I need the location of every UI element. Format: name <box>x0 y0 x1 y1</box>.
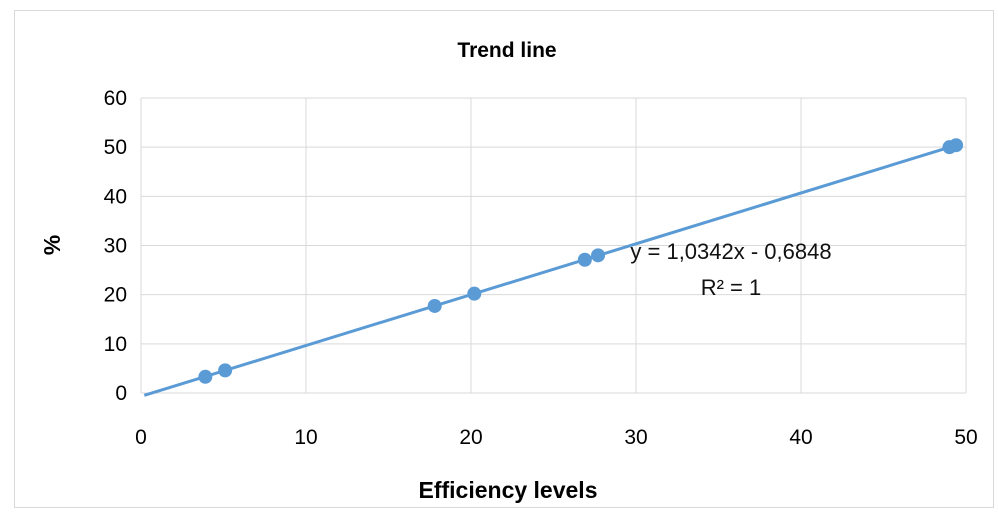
x-tick-label: 20 <box>459 426 482 449</box>
x-axis-title: Efficiency levels <box>419 477 598 503</box>
y-tick-label: 0 <box>115 382 127 405</box>
x-tick-label: 0 <box>135 426 147 449</box>
x-tick-label: 30 <box>624 426 647 449</box>
trendline-segment <box>143 142 960 397</box>
data-point <box>949 138 964 153</box>
data-point <box>198 369 213 384</box>
x-tick-label: 10 <box>294 426 317 449</box>
y-tick-label: 60 <box>104 87 127 110</box>
trendline-equation: y = 1,0342x - 0,6848 <box>630 239 831 264</box>
data-points <box>198 138 964 384</box>
data-point <box>427 298 442 313</box>
y-tick-labels: 0 10 20 30 40 50 60 <box>104 87 127 405</box>
x-tick-label: 50 <box>954 426 977 449</box>
y-tick-label: 20 <box>104 284 127 307</box>
y-axis-title: % <box>39 235 65 255</box>
trendline <box>143 142 960 397</box>
grid <box>140 97 967 394</box>
x-tick-labels: 0 10 20 30 40 50 <box>135 426 978 449</box>
chart-title: Trend line <box>457 39 556 62</box>
r-squared-label: R² = 1 <box>701 275 762 300</box>
data-point <box>218 363 233 378</box>
y-tick-label: 10 <box>104 333 127 356</box>
x-tick-label: 40 <box>789 426 812 449</box>
data-point <box>577 252 592 267</box>
data-point <box>467 286 482 301</box>
y-tick-label: 30 <box>104 235 127 258</box>
y-tick-label: 40 <box>104 185 127 208</box>
data-point <box>591 248 606 263</box>
y-tick-label: 50 <box>104 136 127 159</box>
chart-frame <box>14 10 994 508</box>
